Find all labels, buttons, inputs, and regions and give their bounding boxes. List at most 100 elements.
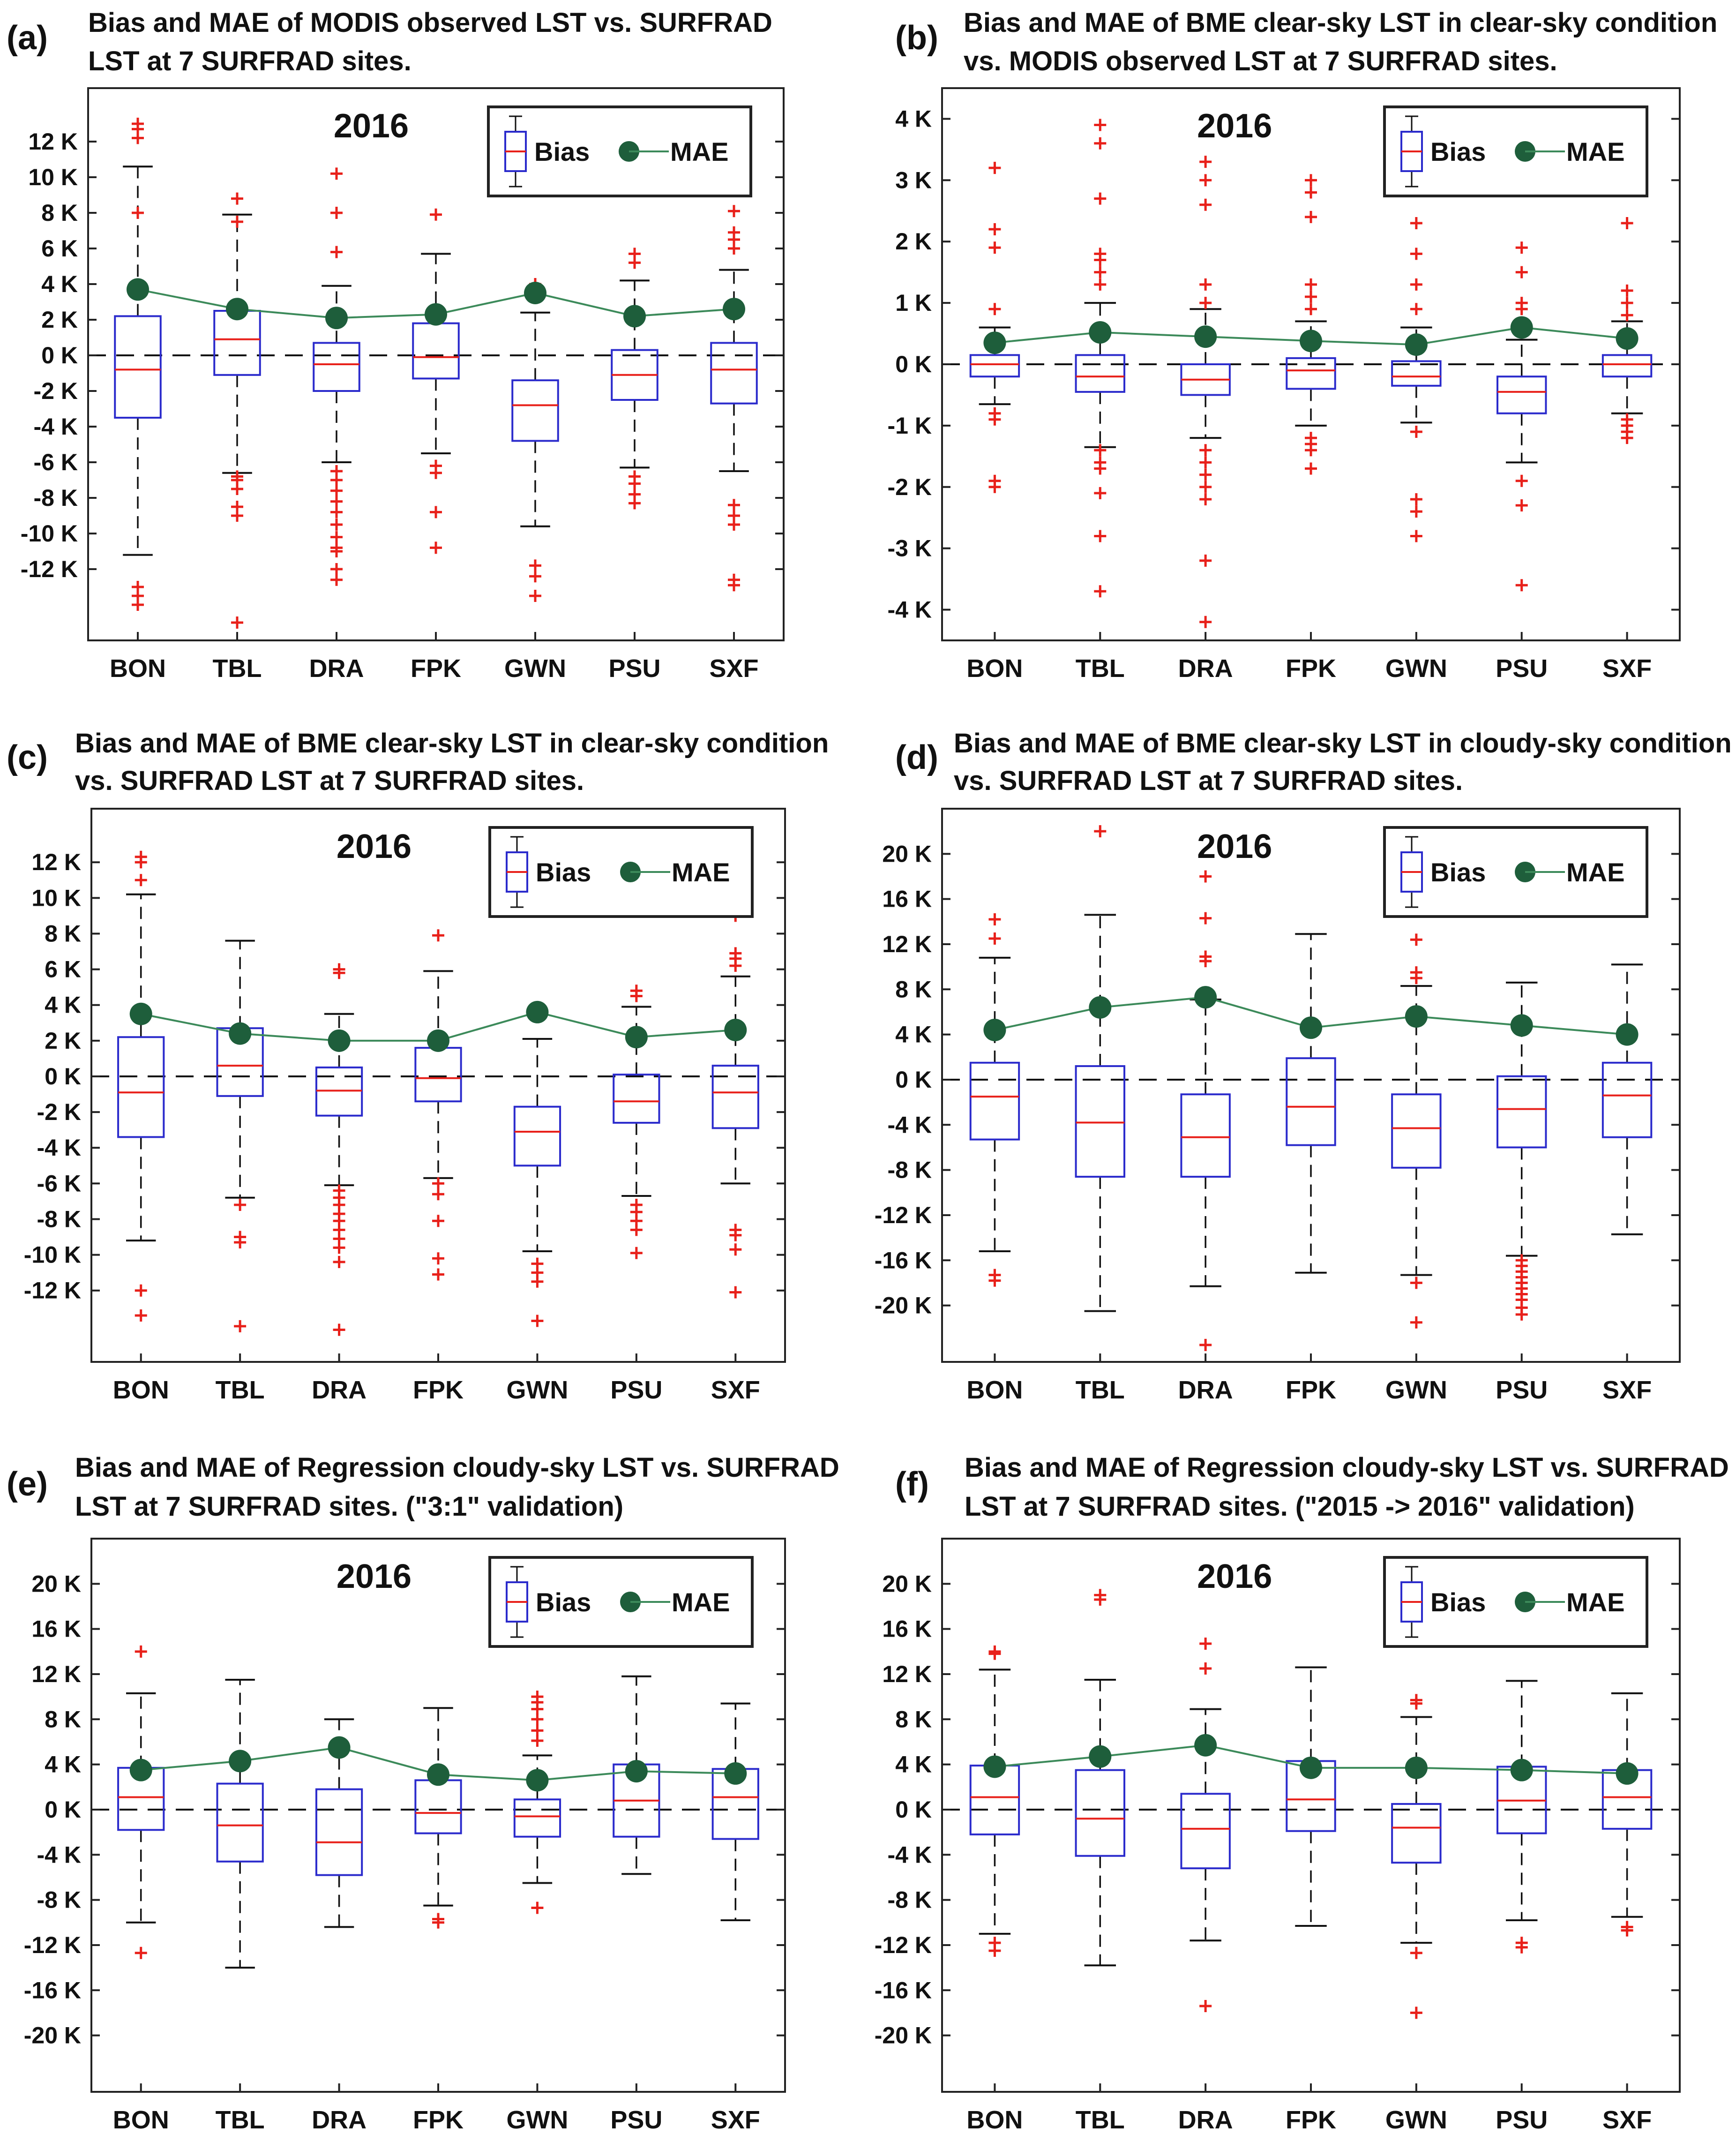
outlier-marker [1199, 481, 1212, 493]
x-tick-label-sxf: SXF [1602, 1376, 1652, 1404]
outlier-marker [330, 167, 343, 180]
chart-panel-d: (d) Bias and MAE of BME clear-sky LST in … [875, 728, 1732, 1404]
box-tbl [1075, 119, 1126, 598]
outlier-marker [988, 223, 1001, 236]
outlier-marker [1410, 1277, 1422, 1289]
y-tick-label: -16 K [875, 1977, 932, 2003]
box-tbl [1075, 1589, 1126, 1967]
chart-panel-a: (a) Bias and MAE of MODIS observed LST vs… [7, 8, 785, 683]
outlier-marker [231, 483, 243, 495]
iqr-box [710, 342, 758, 405]
chart-panel-e: (e) Bias and MAE of Regression cloudy-sky… [7, 1452, 839, 2134]
mae-point-fpk [427, 1763, 449, 1786]
y-tick-label: -8 K [37, 1206, 81, 1232]
box-tbl [216, 1679, 264, 1969]
panel-label: (a) [7, 19, 48, 57]
outlier-marker [1305, 444, 1317, 457]
outlier-marker [1621, 297, 1633, 309]
outlier-marker [728, 519, 740, 531]
x-tick-label-bon: BON [966, 654, 1023, 683]
chart-panel-c: (c) Bias and MAE of BME clear-sky LST in … [7, 728, 829, 1404]
box-sxf [1601, 1692, 1653, 1937]
iqr-box [1075, 1769, 1126, 1857]
chart-title-line2: LST at 7 SURFRAD sites. [88, 46, 412, 76]
outlier-marker [988, 241, 1001, 254]
y-tick-label: 4 K [895, 105, 932, 132]
outlier-marker [1515, 499, 1528, 512]
outlier-marker [330, 495, 343, 508]
outlier-marker [1199, 174, 1212, 187]
outlier-marker [1094, 1589, 1107, 1601]
x-tick-label-bon: BON [113, 1376, 169, 1404]
outlier-marker [1621, 432, 1633, 444]
y-tick-label: -16 K [875, 1247, 932, 1273]
x-tick-label-gwn: GWN [1385, 654, 1447, 683]
chart-panel-f: (f) Bias and MAE of Regression cloudy-sky… [875, 1452, 1729, 2134]
iqr-box [511, 379, 559, 442]
mae-point-psu [625, 1026, 648, 1049]
outlier-marker [1305, 210, 1317, 223]
panel-label: (c) [7, 739, 48, 776]
y-tick-label: -4 K [888, 1841, 932, 1868]
x-tick-label-fpk: FPK [1286, 654, 1336, 683]
x-tick-label-psu: PSU [1496, 1376, 1548, 1404]
box-fpk [1286, 933, 1336, 1274]
outlier-marker [728, 226, 740, 239]
outlier-marker [1515, 1941, 1528, 1954]
mae-point-fpk [1300, 330, 1322, 353]
box-bon [969, 913, 1020, 1287]
y-tick-label: 8 K [895, 976, 932, 1002]
iqr-box [1601, 1061, 1653, 1138]
iqr-box [1180, 1093, 1231, 1178]
y-tick-label: 2 K [41, 307, 78, 333]
outlier-marker [330, 207, 343, 219]
mae-point-tbl [1089, 996, 1112, 1019]
x-tick-label-psu: PSU [1496, 2106, 1548, 2134]
outlier-marker [1305, 174, 1317, 187]
x-tick-label-dra: DRA [312, 1376, 367, 1404]
legend-mae-label: MAE [1566, 857, 1624, 887]
y-tick-label: 0 K [895, 1067, 932, 1093]
box-sxf [1601, 963, 1653, 1235]
outlier-marker [1199, 444, 1212, 457]
outlier-marker [330, 246, 343, 258]
outlier-marker [988, 162, 1001, 174]
outlier-marker [1199, 1338, 1212, 1351]
outlier-marker [1094, 530, 1107, 542]
y-tick-label: -2 K [37, 1099, 81, 1125]
legend-bias-label: Bias [1430, 137, 1486, 166]
outlier-marker [1305, 278, 1317, 291]
outlier-marker [1199, 456, 1212, 469]
mae-point-bon [129, 1002, 152, 1025]
outlier-marker [1410, 248, 1422, 260]
x-tick-label-gwn: GWN [1385, 1376, 1447, 1404]
mae-point-gwn [1405, 333, 1428, 356]
mae-point-tbl [229, 1022, 252, 1045]
y-tick-label: -12 K [21, 556, 78, 582]
outlier-marker [629, 497, 641, 510]
x-tick-label-psu: PSU [1496, 654, 1548, 683]
box-bon [969, 162, 1020, 493]
y-tick-label: 1 K [895, 290, 932, 316]
y-tick-label: -20 K [24, 2022, 81, 2049]
mae-point-fpk [1300, 1756, 1322, 1779]
box-sxf [710, 205, 758, 592]
x-tick-label-psu: PSU [608, 654, 660, 683]
y-tick-label: -4 K [888, 1112, 932, 1138]
outlier-marker [988, 1274, 1001, 1287]
outlier-marker [630, 1247, 643, 1259]
iqr-box [1180, 1793, 1231, 1870]
x-tick-label-gwn: GWN [504, 654, 566, 683]
y-tick-label: 0 K [41, 342, 78, 368]
box-bon [114, 118, 162, 611]
box-gwn [1391, 1694, 1442, 2019]
legend-mae-label: MAE [672, 1587, 730, 1617]
y-tick-label: 6 K [45, 956, 81, 983]
outlier-marker [231, 510, 243, 522]
y-tick-label: 12 K [882, 931, 932, 957]
outlier-marker [1199, 950, 1212, 963]
outlier-marker [531, 1315, 544, 1327]
x-tick-label-gwn: GWN [506, 2106, 568, 2134]
legend: Bias MAE [1383, 826, 1648, 918]
y-tick-label: 20 K [882, 1571, 932, 1597]
